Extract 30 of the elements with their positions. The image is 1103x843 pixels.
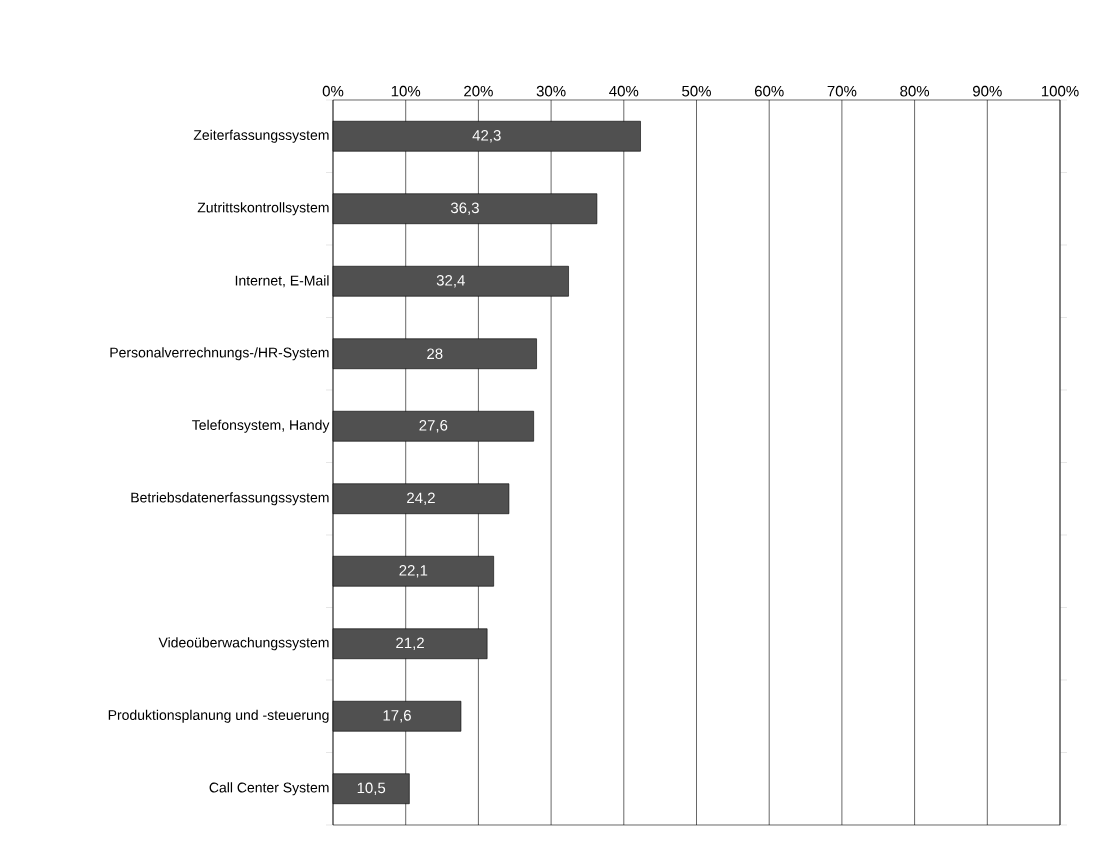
y-tick-label: Betriebsdatenerfassungssystem — [131, 492, 329, 506]
x-tick-label: 30% — [536, 85, 566, 97]
y-tick-label: Internet, E-Mail — [235, 275, 329, 288]
x-tick-label: 60% — [754, 85, 784, 97]
y-tick-label: Zutrittskontrollsystem — [197, 202, 329, 216]
data-label: 21,2 — [396, 637, 424, 650]
y-tick-label: Personalverrechnungs-/HR-System — [110, 347, 329, 361]
data-label: 17,6 — [383, 710, 411, 723]
x-tick-label: 10% — [391, 85, 421, 97]
data-label: 32,4 — [436, 275, 465, 288]
data-label: 36,3 — [450, 202, 479, 215]
x-tick-label: 90% — [973, 85, 1002, 97]
data-label: 22,1 — [399, 565, 428, 578]
data-label: 24,2 — [407, 492, 435, 505]
y-tick-label: Telefonsystem, Handy — [192, 419, 330, 433]
y-tick-label: Produktionsplanung und -steuerung — [108, 709, 329, 723]
x-tick-label: 40% — [609, 85, 639, 97]
y-tick-label: Videoüberwachungssystem — [158, 637, 329, 651]
y-tick-label: Zeiterfassungssystem — [193, 129, 329, 143]
x-tick-label: 100% — [1041, 85, 1079, 97]
x-tick-label: 80% — [900, 85, 930, 97]
data-label: 27,6 — [419, 420, 448, 433]
x-tick-label: 70% — [827, 85, 857, 97]
y-tick-label: Call Center System — [209, 782, 329, 796]
x-tick-label: 50% — [682, 85, 711, 97]
data-label: 28 — [427, 348, 443, 360]
x-tick-label: 20% — [464, 85, 493, 97]
data-label: 10,5 — [357, 782, 386, 795]
data-label: 42,3 — [472, 130, 501, 143]
x-tick-label: 0% — [322, 85, 344, 97]
